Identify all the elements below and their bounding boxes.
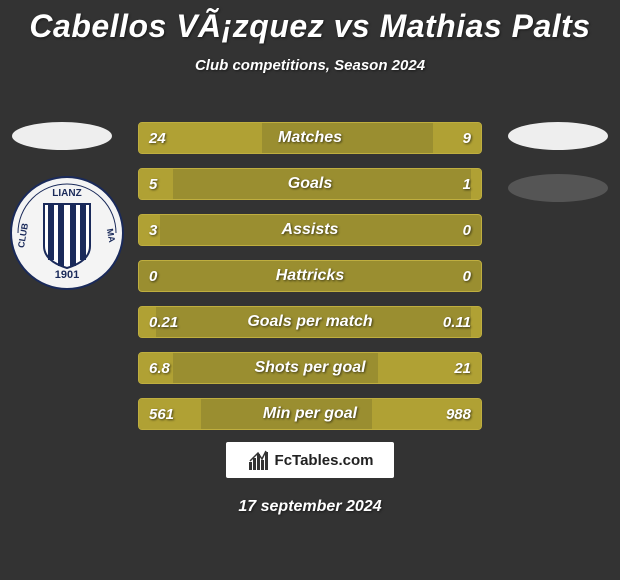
player2-badge2-icon (508, 174, 608, 202)
stat-value-left: 561 (149, 406, 174, 423)
stat-row: 0.21 Goals per match 0.11 (138, 306, 482, 338)
stat-label: Hattricks (276, 267, 344, 285)
player2-badge1-icon (508, 122, 608, 150)
stat-label: Matches (278, 129, 342, 147)
stat-value-right: 0 (463, 222, 471, 239)
bar-fill-right (471, 307, 481, 337)
stat-value-left: 6.8 (149, 360, 170, 377)
stat-value-left: 0.21 (149, 314, 178, 331)
stat-row: 0 Hattricks 0 (138, 260, 482, 292)
comparison-title: Cabellos VÃ¡zquez vs Mathias Palts (0, 0, 620, 45)
stats-comparison-chart: 24 Matches 9 5 Goals 1 3 Assists 0 0 Hattricks 0 0.2… (138, 122, 482, 444)
svg-text:1901: 1901 (55, 269, 79, 281)
stat-value-right: 9 (463, 130, 471, 147)
club-logo-icon: LIANZ CLUB MA 1901 (10, 176, 124, 290)
stat-value-right: 0.11 (443, 314, 471, 331)
stat-value-right: 21 (454, 360, 471, 377)
stat-row: 24 Matches 9 (138, 122, 482, 154)
stat-label: Goals per match (247, 313, 372, 331)
bar-fill-right (471, 169, 481, 199)
stat-row: 561 Min per goal 988 (138, 398, 482, 430)
fctables-logo-icon (247, 448, 271, 472)
season-subtitle: Club competitions, Season 2024 (0, 57, 620, 74)
stat-row: 6.8 Shots per goal 21 (138, 352, 482, 384)
stat-value-left: 5 (149, 176, 157, 193)
snapshot-date: 17 september 2024 (0, 498, 620, 516)
stat-label: Min per goal (263, 405, 357, 423)
svg-text:LIANZ: LIANZ (52, 188, 81, 199)
stat-label: Goals (288, 175, 332, 193)
bar-fill-right (433, 123, 481, 153)
branding-badge: FcTables.com (226, 442, 394, 478)
stat-value-left: 24 (149, 130, 166, 147)
stat-value-left: 3 (149, 222, 157, 239)
player1-badge-icon (12, 122, 112, 150)
stat-row: 5 Goals 1 (138, 168, 482, 200)
branding-text: FcTables.com (275, 452, 374, 469)
stat-row: 3 Assists 0 (138, 214, 482, 246)
stat-label: Shots per goal (254, 359, 365, 377)
stat-value-right: 0 (463, 268, 471, 285)
stat-value-left: 0 (149, 268, 157, 285)
stat-label: Assists (282, 221, 339, 239)
stat-value-right: 988 (446, 406, 471, 423)
stat-value-right: 1 (463, 176, 471, 193)
